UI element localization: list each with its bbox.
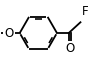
Text: O: O (4, 26, 14, 40)
Text: F: F (81, 5, 88, 18)
Text: O: O (65, 42, 75, 55)
